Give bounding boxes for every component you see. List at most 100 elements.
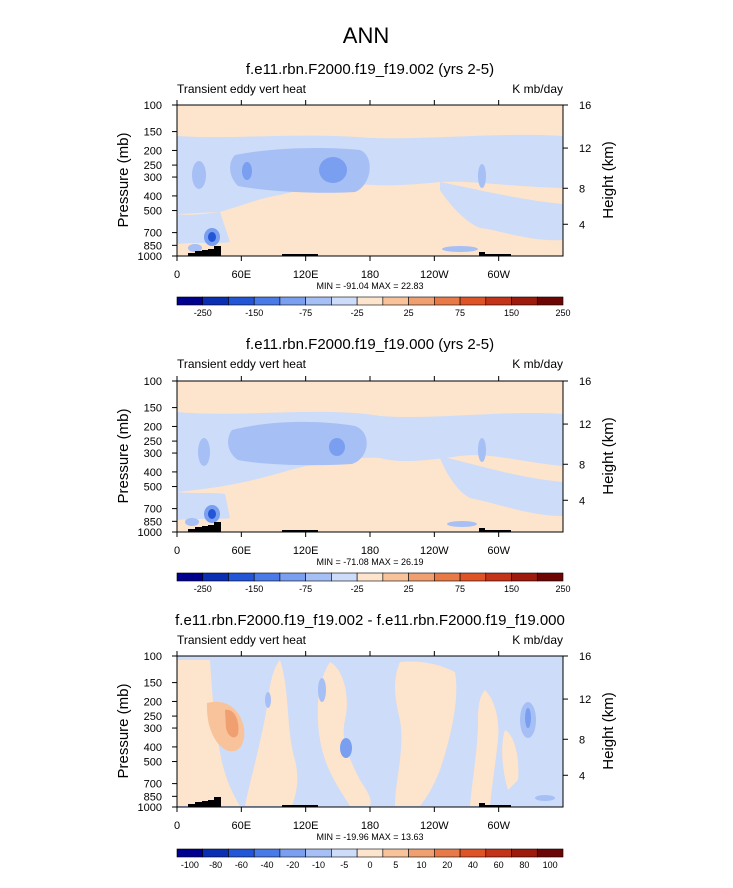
panel-left-label: Transient eddy vert heat [177, 633, 307, 647]
y-tick-label: 100 [144, 100, 162, 112]
y-tick-label: 250 [144, 436, 162, 448]
colorbar-box [356, 848, 384, 858]
y2-tick-label: 8 [579, 734, 585, 746]
colorbar-box [408, 572, 435, 582]
colorbar-box [434, 572, 461, 582]
topography [479, 803, 485, 807]
colorbar-box [331, 296, 358, 306]
moderate-negative [478, 438, 486, 462]
panel-units-label: K mb/day [512, 82, 563, 96]
very-strong-negative [208, 232, 216, 242]
x-tick-label: 120E [293, 820, 319, 832]
moderate-negative [228, 421, 367, 466]
topography [188, 797, 221, 807]
colorbar-label: 75 [455, 584, 465, 594]
y-tick-label: 850 [144, 791, 162, 803]
panel-3: f.e11.rbn.F2000.f19_f19.002 - f.e11.rbn.… [115, 612, 617, 870]
topography [188, 522, 221, 532]
colorbar-label: 75 [455, 308, 465, 318]
moderate-negative [188, 244, 202, 252]
colorbar-label: -75 [299, 584, 312, 594]
colorbar-box [253, 572, 281, 582]
colorbar-box [408, 848, 435, 858]
colorbar-box [511, 572, 538, 582]
y-tick-label: 850 [144, 516, 162, 528]
colorbar-box [408, 296, 435, 306]
colorbar-box [331, 848, 358, 858]
y-tick-label: 1000 [138, 251, 162, 263]
y-tick-label: 400 [144, 191, 162, 203]
colorbar-box [485, 848, 512, 858]
colorbar-box [511, 296, 538, 306]
colorbar-label: -5 [340, 860, 348, 870]
y-tick-label: 100 [144, 651, 162, 663]
x-tick-label: 60E [232, 269, 252, 281]
height-ticks: 16 12 8 4 [563, 376, 591, 507]
y2-tick-label: 12 [579, 694, 591, 706]
y2-tick-label: 12 [579, 419, 591, 431]
colorbar-label: -10 [312, 860, 325, 870]
very-strong-negative [208, 509, 216, 519]
colorbar-label: 40 [468, 860, 478, 870]
y-tick-label: 200 [144, 421, 162, 433]
colorbar-label: -250 [194, 584, 212, 594]
colorbar-label: 250 [555, 308, 570, 318]
topography [485, 805, 511, 807]
strong-negative [319, 157, 347, 183]
colorbar-box [356, 296, 384, 306]
strong-negative [242, 162, 252, 180]
colorbar-box [279, 296, 306, 306]
panel-units-label: K mb/day [512, 357, 563, 371]
panel-title: f.e11.rbn.F2000.f19_f19.000 (yrs 2-5) [246, 336, 494, 353]
colorbar-box [536, 572, 564, 582]
y-axis-label: Pressure (mb) [115, 683, 132, 778]
colorbar-label: -25 [351, 308, 364, 318]
y-axis-label: Pressure (mb) [115, 132, 132, 227]
y2-tick-label: 4 [579, 770, 585, 782]
x-tick-label: 60W [487, 820, 510, 832]
colorbar-label: 25 [404, 584, 414, 594]
y-tick-label: 1000 [138, 802, 162, 814]
topography [479, 252, 485, 256]
colorbar-label: -75 [299, 308, 312, 318]
panel-title: f.e11.rbn.F2000.f19_f19.002 - f.e11.rbn.… [175, 612, 565, 629]
positive-region [470, 690, 499, 806]
colorbar-box [176, 296, 204, 306]
colorbar-box [459, 848, 487, 858]
colorbar-label: -20 [286, 860, 299, 870]
longitude-ticks: 0 60E 120E 180 120W 60W [174, 376, 511, 557]
x-tick-label: 0 [174, 820, 180, 832]
colorbar-label: 80 [519, 860, 529, 870]
moderate-negative [198, 438, 210, 466]
y-tick-label: 200 [144, 696, 162, 708]
y-tick-label: 500 [144, 482, 162, 494]
colorbar-box [485, 296, 512, 306]
topography [282, 254, 318, 256]
x-tick-label: 120W [420, 820, 449, 832]
y-tick-label: 250 [144, 711, 162, 723]
colorbar-box [305, 296, 332, 306]
colorbar-label: 10 [416, 860, 426, 870]
colorbar-box [176, 848, 204, 858]
y-tick-label: 150 [144, 403, 162, 415]
colorbar-label: 5 [393, 860, 398, 870]
positive-region [395, 661, 457, 806]
x-tick-label: 60W [487, 545, 510, 557]
x-tick-label: 180 [361, 545, 379, 557]
colorbar-box [228, 572, 255, 582]
colorbar-box [382, 296, 409, 306]
panel-left-label: Transient eddy vert heat [177, 82, 307, 96]
moderate-negative [318, 678, 326, 702]
x-tick-label: 120E [293, 269, 319, 281]
y-tick-label: 400 [144, 467, 162, 479]
x-tick-label: 120W [420, 269, 449, 281]
colorbar-label: 20 [442, 860, 452, 870]
colorbar-label: 60 [494, 860, 504, 870]
colorbar-box [356, 572, 384, 582]
height-ticks: 16 12 8 4 [563, 100, 591, 231]
y2-tick-label: 8 [579, 183, 585, 195]
panel-1: f.e11.rbn.F2000.f19_f19.002 (yrs 2-5) Tr… [115, 61, 617, 318]
colorbar-label: -100 [181, 860, 199, 870]
